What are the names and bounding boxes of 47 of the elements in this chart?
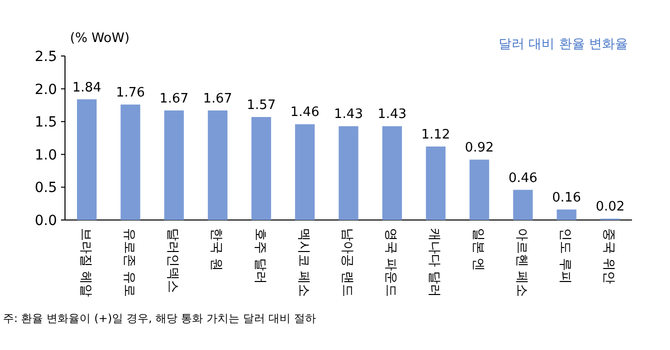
bar — [426, 146, 446, 220]
y-tick-label: 2.5 — [34, 49, 57, 65]
y-tick-label: 2.0 — [34, 82, 57, 98]
x-tick-label: 남아공 랜드 — [340, 228, 354, 298]
data-label: 0.02 — [596, 200, 625, 215]
data-label: 1.67 — [203, 91, 232, 106]
bar — [164, 110, 184, 220]
data-label: 1.43 — [334, 107, 363, 122]
bar — [120, 104, 140, 220]
data-label: 1.43 — [378, 107, 407, 122]
x-tick-label: 일본 엔 — [470, 228, 486, 272]
bar — [382, 126, 402, 220]
x-tick-label: 호주 달러 — [252, 228, 268, 284]
data-label: 0.46 — [508, 170, 538, 186]
text: 달러 대비 환율 변화율 — [498, 37, 628, 52]
data-label: 0.92 — [464, 140, 494, 156]
x-tick-label: 아르헨 페소 — [514, 228, 529, 298]
y-tick-label: 0.5 — [34, 180, 57, 196]
x-tick-label: 달러인덱스 — [165, 228, 180, 293]
bar — [556, 210, 576, 220]
x-tick-label: 영국 파운드 — [383, 228, 398, 298]
data-label: 1.12 — [421, 128, 450, 143]
bar — [513, 190, 533, 220]
x-tick-label: 중국 위안 — [601, 228, 616, 284]
y-tick-label: 0.0 — [34, 213, 57, 229]
data-label: 1.84 — [72, 80, 102, 96]
y-tick-label: 1.5 — [34, 114, 57, 131]
bar — [76, 99, 97, 220]
data-label: 1.46 — [290, 105, 320, 120]
y-axis-title: (% WoW) — [70, 31, 130, 46]
bar — [208, 110, 228, 220]
x-tick-label: 인도 루피 — [558, 228, 573, 284]
data-label: 0.16 — [552, 190, 582, 206]
data-label: 1.76 — [116, 86, 145, 101]
x-tick-label: 캐나다 달러 — [426, 228, 442, 298]
x-tick-label: 멕시코 페소 — [296, 228, 311, 298]
bar — [295, 124, 315, 220]
x-tick-label: 유로존 유로 — [121, 228, 136, 298]
bar — [251, 117, 272, 220]
bar — [338, 126, 358, 220]
text: 주: 환율 변화율이 (+)일 경우, 해당 통화 가치는 달러 대비 절하 — [3, 312, 316, 325]
y-tick-label: 1.0 — [34, 147, 57, 164]
bar — [470, 160, 490, 220]
data-label: 1.57 — [246, 98, 276, 114]
data-label: 1.67 — [160, 91, 189, 106]
x-tick-label: 브라질 헤알 — [78, 228, 93, 298]
x-tick-label: 한국 원 — [208, 228, 224, 272]
